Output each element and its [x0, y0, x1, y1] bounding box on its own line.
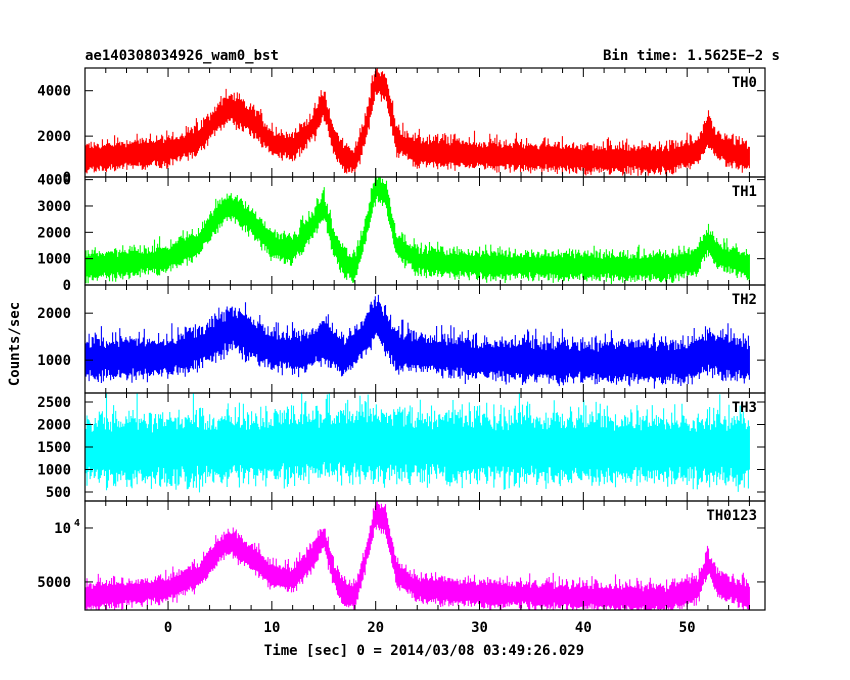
bin-time-label: Bin time: 1.5625E−2 s — [603, 48, 780, 64]
y-tick-label: 2000 — [37, 418, 71, 434]
y-tick-label-exponent: 4 — [74, 518, 80, 529]
x-tick-label: 10 — [263, 620, 280, 636]
y-tick-label: 10 — [54, 521, 71, 537]
y-tick-label: 0 — [63, 170, 71, 186]
panel-label-th1: TH1 — [732, 184, 757, 200]
panel-label-th3: TH3 — [732, 400, 757, 416]
y-tick-label: 500 — [46, 485, 71, 501]
y-axis-label: Counts/sec — [7, 302, 23, 386]
y-tick-label: 1000 — [37, 353, 71, 369]
panel-frame-th0123 — [84, 500, 766, 611]
y-tick-label: 4000 — [37, 84, 71, 100]
series-th0 — [85, 68, 750, 177]
series-th2 — [85, 294, 750, 389]
x-tick-label: 30 — [471, 620, 488, 636]
series-th3 — [85, 393, 750, 493]
panel-label-th2: TH2 — [732, 292, 757, 308]
x-tick-label: 0 — [164, 620, 172, 636]
series-th0123 — [85, 501, 750, 610]
y-tick-label: 2500 — [37, 395, 71, 411]
x-tick-label: 50 — [679, 620, 696, 636]
x-tick-label: 40 — [575, 620, 592, 636]
y-tick-label: 2000 — [37, 225, 71, 241]
y-tick-label: 1500 — [37, 440, 71, 456]
x-tick-label: 20 — [367, 620, 384, 636]
y-tick-label: 0 — [63, 278, 71, 294]
y-tick-label: 1000 — [37, 252, 71, 268]
y-tick-label: 3000 — [37, 199, 71, 215]
y-tick-label: 5000 — [37, 575, 71, 591]
series-th1 — [85, 177, 750, 284]
x-axis-label: Time [sec] 0 = 2014/03/08 03:49:26.029 — [264, 643, 584, 659]
y-tick-label: 2000 — [37, 306, 71, 322]
panels-group: TH0 0 2000 4000 TH1 0 1000 2000 3000 4000 TH2 1000 2… — [37, 67, 766, 636]
y-tick-label: 4000 — [37, 173, 71, 189]
panel-label-th0123: TH0123 — [706, 508, 757, 524]
y-tick-label: 1000 — [37, 463, 71, 479]
y-tick-label: 2000 — [37, 129, 71, 145]
chart-title: ae140308034926_wam0_bst — [85, 48, 279, 64]
panel-label-th0: TH0 — [732, 75, 757, 91]
